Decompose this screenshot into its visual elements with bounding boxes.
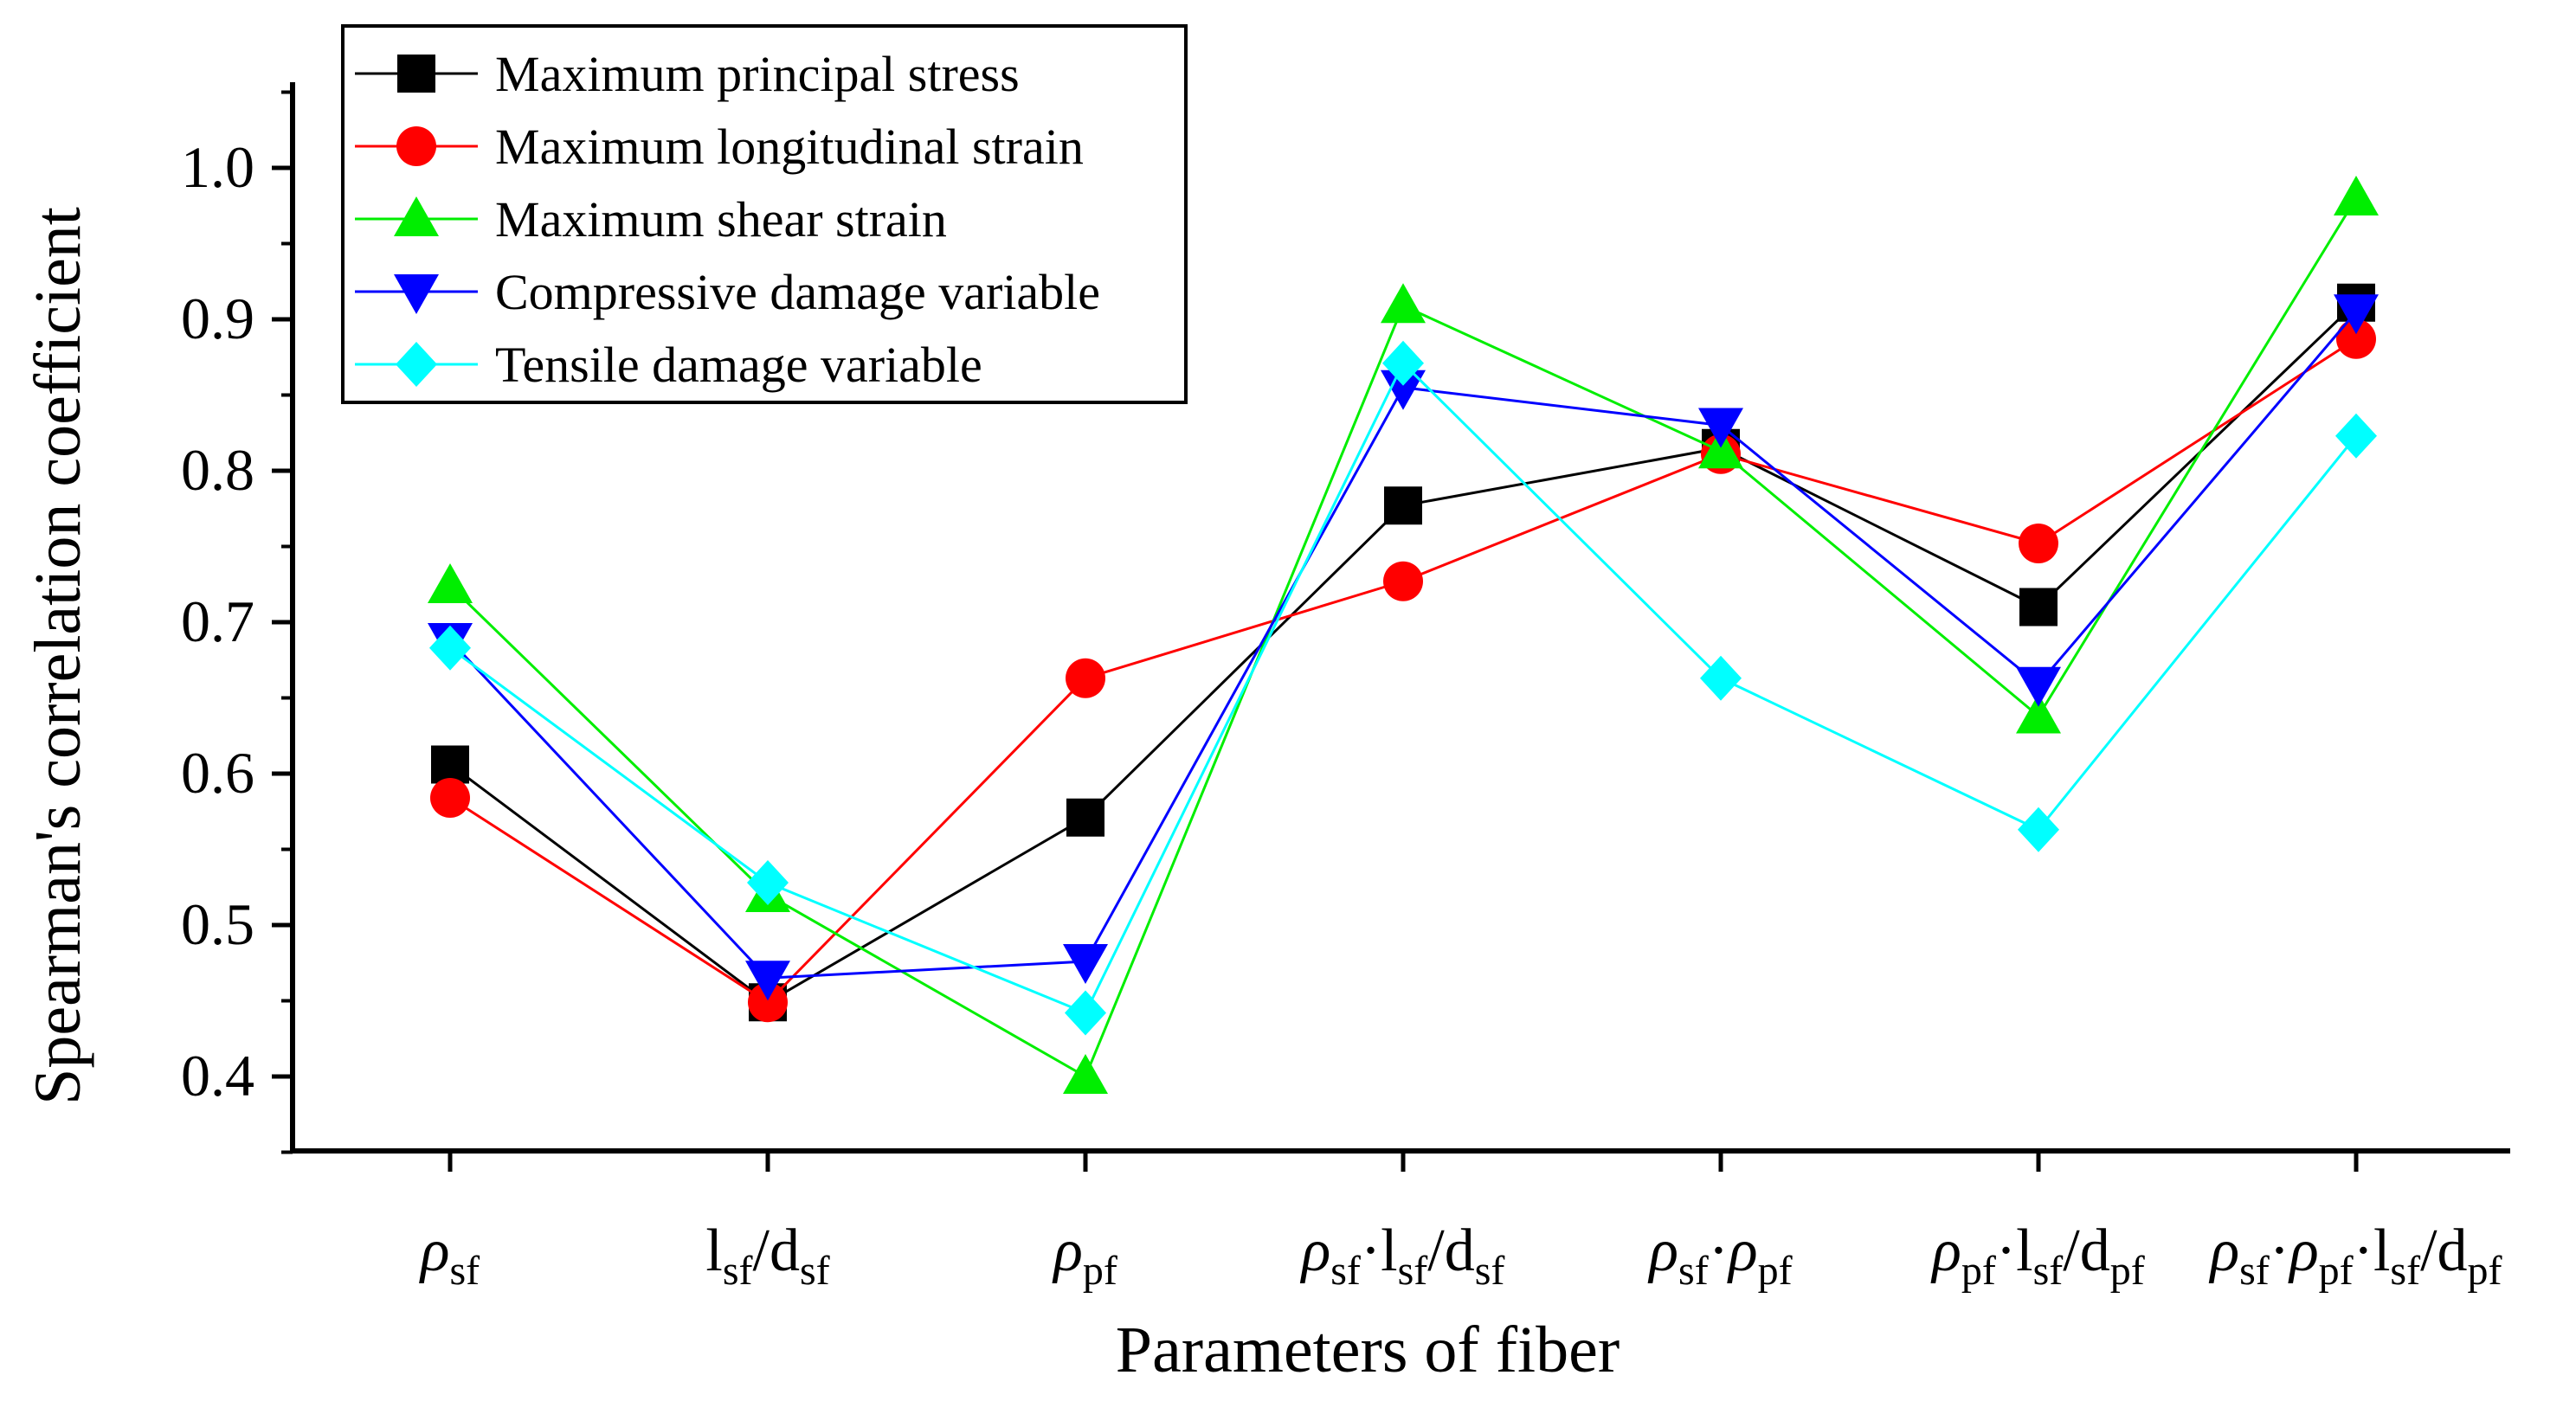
data-point — [748, 982, 788, 1023]
legend-marker — [394, 196, 439, 236]
data-point — [2334, 294, 2379, 335]
data-point — [1066, 798, 1104, 837]
data-point — [1063, 944, 1108, 984]
data-point — [1384, 486, 1422, 525]
legend-box — [341, 24, 1188, 404]
data-point — [1065, 990, 1106, 1036]
data-point — [428, 563, 473, 603]
data-point — [1381, 370, 1426, 410]
data-point — [1381, 283, 1426, 324]
x-tick-label: ρsf·lsf/dsf — [1300, 1218, 1505, 1294]
data-point — [2019, 588, 2058, 627]
data-point — [429, 625, 471, 671]
x-tick-label: ρsf·ρpf — [1647, 1218, 1792, 1294]
data-point — [1700, 655, 1742, 701]
x-tick-label: lsf/dsf — [705, 1218, 829, 1294]
data-point — [431, 745, 469, 784]
series-line — [449, 361, 2358, 1015]
series-line — [448, 311, 2358, 980]
legend-marker — [396, 126, 436, 166]
plot-area — [428, 176, 2379, 1094]
data-point — [430, 778, 470, 818]
legend-marker — [396, 342, 437, 387]
legend-label: Compressive damage variable — [495, 264, 1100, 320]
data-point — [1066, 658, 1105, 698]
data-point — [2019, 524, 2058, 563]
series-tensile-damage-variable — [429, 340, 2377, 1036]
x-tick-label: ρsf·ρpf·lsf/dpf — [2208, 1218, 2502, 1294]
x-tick-label: ρsf — [419, 1218, 480, 1294]
data-point — [2336, 318, 2376, 359]
data-point — [1698, 428, 1743, 469]
y-tick-label: 0.6 — [181, 740, 254, 806]
data-point — [1698, 408, 1743, 448]
data-point — [1063, 1054, 1108, 1094]
y-tick-label: 0.4 — [181, 1043, 254, 1109]
y-tick-label: 0.7 — [181, 588, 254, 654]
y-tick-label: 0.8 — [181, 437, 254, 503]
legend: Maximum principal stress Maximum longitud… — [341, 24, 1188, 404]
legend-label: Maximum principal stress — [495, 46, 1020, 102]
data-point — [747, 860, 789, 905]
x-axis-title: Parameters of fiber — [1116, 1314, 1620, 1386]
data-point — [1382, 340, 1424, 386]
y-tick-label: 0.5 — [181, 891, 254, 957]
legend-label: Maximum shear strain — [495, 191, 947, 247]
legend-label: Tensile damage variable — [495, 337, 982, 393]
series-compressive-damage-variable — [428, 294, 2379, 1001]
y-tick-label: 1.0 — [181, 134, 254, 200]
series-maximum-longitudinal-strain — [430, 318, 2376, 1023]
data-point — [2335, 413, 2377, 459]
data-point — [2016, 693, 2061, 734]
data-point — [745, 961, 790, 1001]
x-tick-label: ρpf·lsf/dpf — [1930, 1218, 2144, 1294]
y-axis-title: Spearman's correlation coefficient — [22, 207, 94, 1105]
legend-label: Maximum longitudinal strain — [495, 119, 1084, 175]
data-point — [2018, 807, 2059, 852]
data-point — [2016, 666, 2061, 707]
axes: 0.4 0.5 0.6 0.7 0.8 0.9 1.0 ρsf lsf/dsf ρpf ρsf·ls… — [181, 82, 2510, 1294]
data-point — [1383, 561, 1423, 601]
legend-marker — [394, 274, 439, 314]
series-line — [449, 337, 2357, 1005]
y-tick-label: 0.9 — [181, 286, 254, 351]
x-tick-label: ρpf — [1052, 1218, 1117, 1294]
legend-marker — [397, 55, 435, 93]
data-point — [2334, 176, 2379, 215]
